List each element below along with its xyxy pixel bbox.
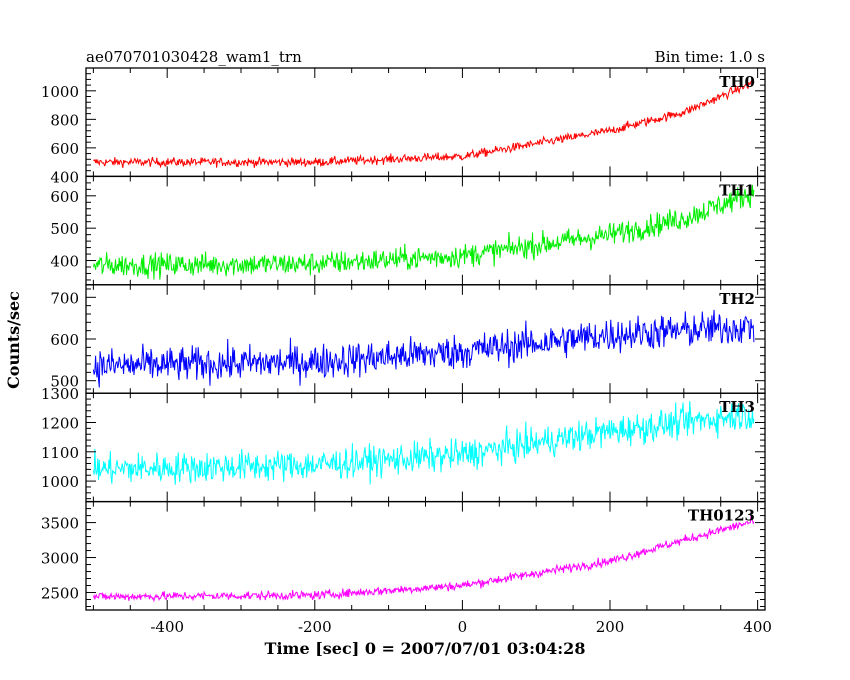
header-title: ae070701030428_wam1_trn <box>86 48 302 66</box>
y-tick-label: 600 <box>50 140 79 158</box>
panel-th0: 400 600 800 1000 TH0 <box>41 67 766 186</box>
panel-frame <box>85 175 766 286</box>
y-tick-label: 800 <box>50 111 79 129</box>
panel-frame <box>85 392 766 503</box>
y-tick-label: 600 <box>50 188 79 206</box>
y-tick-label: 1000 <box>41 83 79 101</box>
y-tick-label: 1100 <box>41 444 79 462</box>
y-tick-label: 2500 <box>41 585 79 603</box>
y-tick-label: 400 <box>50 168 79 186</box>
series-label: TH0123 <box>688 507 755 525</box>
y-tick-label: 1300 <box>41 385 79 403</box>
panel-frame <box>85 284 766 394</box>
series-label: TH2 <box>719 290 755 308</box>
y-tick-label: 3500 <box>41 515 79 533</box>
series-line-th0 <box>93 79 755 169</box>
y-tick-label: 1200 <box>41 414 79 432</box>
y-tick-label: 500 <box>50 373 79 391</box>
series-label: TH1 <box>719 181 755 199</box>
chart-panels: 400 600 800 1000 TH0 400 500 600 TH1 500 600 700 TH2… <box>41 67 766 611</box>
panel-th1: 400 500 600 TH1 <box>50 175 766 286</box>
panel-th2: 500 600 700 TH2 <box>50 284 766 394</box>
series-line-th3 <box>92 401 755 485</box>
x-tick-label: 400 <box>743 618 772 636</box>
series-line-th0123 <box>92 515 755 603</box>
panel-frame <box>85 67 766 178</box>
series-line-th1 <box>92 184 755 280</box>
x-axis-label: Time [sec] 0 = 2007/07/01 03:04:28 <box>265 639 586 658</box>
x-axis: -400 -200 0 200 400 <box>150 618 772 636</box>
y-tick-label: 700 <box>50 289 79 307</box>
series-line-th2 <box>92 309 755 388</box>
y-axis-label: Counts/sec <box>4 291 23 389</box>
y-tick-label: 1000 <box>41 473 79 491</box>
header-bin-time: Bin time: 1.0 s <box>655 48 765 66</box>
series-label: TH0 <box>719 73 755 91</box>
x-tick-label: -200 <box>298 618 332 636</box>
x-tick-label: 0 <box>458 618 468 636</box>
x-tick-label: -400 <box>150 618 184 636</box>
panel-frame <box>85 500 766 611</box>
y-tick-label: 400 <box>50 253 79 271</box>
x-tick-label: 200 <box>596 618 625 636</box>
y-tick-label: 3000 <box>41 550 79 568</box>
y-tick-label: 600 <box>50 331 79 349</box>
series-label: TH3 <box>719 398 755 416</box>
panel-th0123: 2500 3000 3500 TH0123 <box>41 500 766 611</box>
y-tick-label: 500 <box>50 220 79 238</box>
panel-th3: 1000 1100 1200 1300 TH3 <box>41 385 766 503</box>
